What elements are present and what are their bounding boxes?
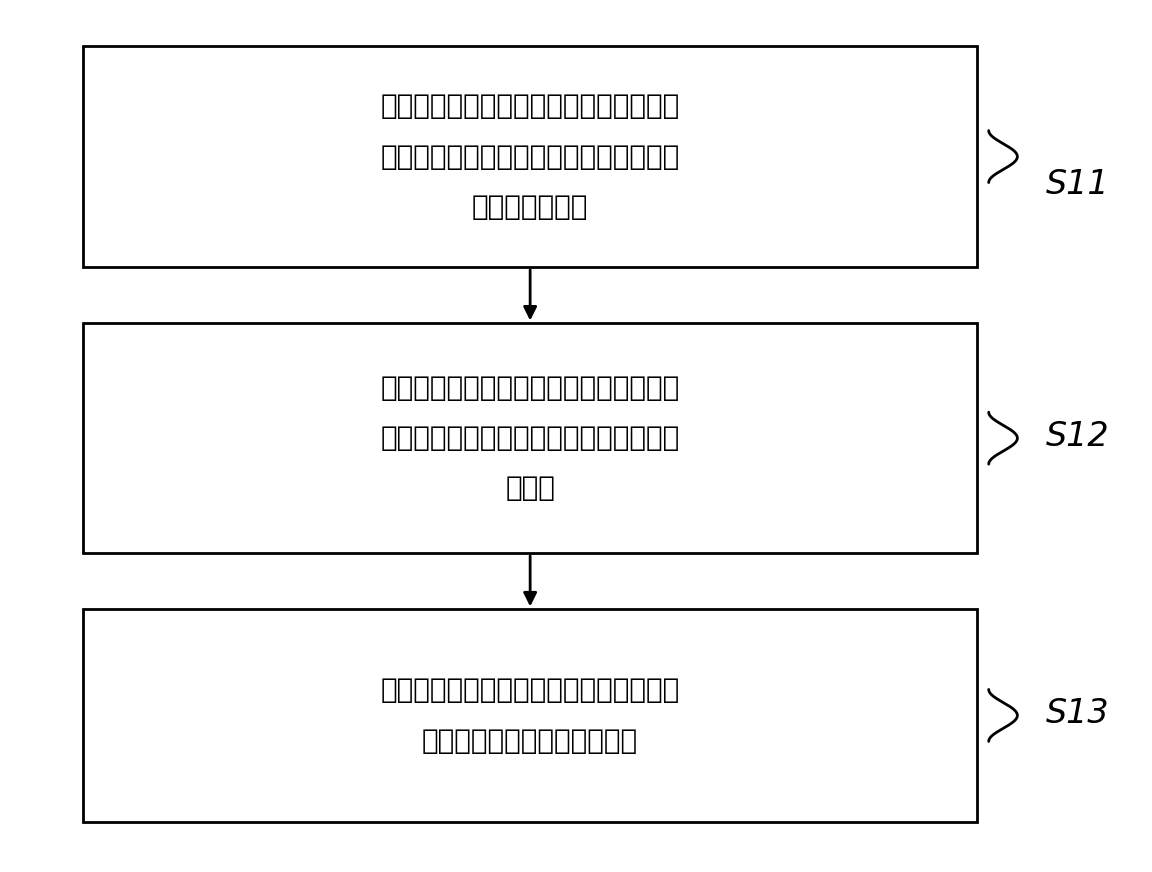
- FancyBboxPatch shape: [83, 324, 977, 553]
- FancyBboxPatch shape: [83, 610, 977, 821]
- Text: 当检测到移动机器人与障碍物的距离达到: 当检测到移动机器人与障碍物的距离达到: [380, 92, 680, 120]
- Text: 器人的调整速度以及调整方向: 器人的调整速度以及调整方向: [422, 726, 638, 754]
- Text: 基于所述预设速度及所述预设方向计算所: 基于所述预设速度及所述预设方向计算所: [380, 374, 680, 402]
- FancyBboxPatch shape: [83, 46, 977, 267]
- Text: S11: S11: [1046, 168, 1109, 201]
- Text: S12: S12: [1046, 419, 1109, 453]
- Text: 理范围: 理范围: [506, 474, 555, 502]
- Text: 述移动机器人在下一个运动周期的目标地: 述移动机器人在下一个运动周期的目标地: [380, 424, 680, 453]
- Text: 预设距离，所述移动机器人基于预设速度: 预设距离，所述移动机器人基于预设速度: [380, 142, 680, 171]
- Text: S13: S13: [1046, 697, 1109, 730]
- Text: 按预设方向运动: 按预设方向运动: [472, 193, 589, 221]
- Text: 基于所述目标地理范围，确定所述移动机: 基于所述目标地理范围，确定所述移动机: [380, 677, 680, 705]
